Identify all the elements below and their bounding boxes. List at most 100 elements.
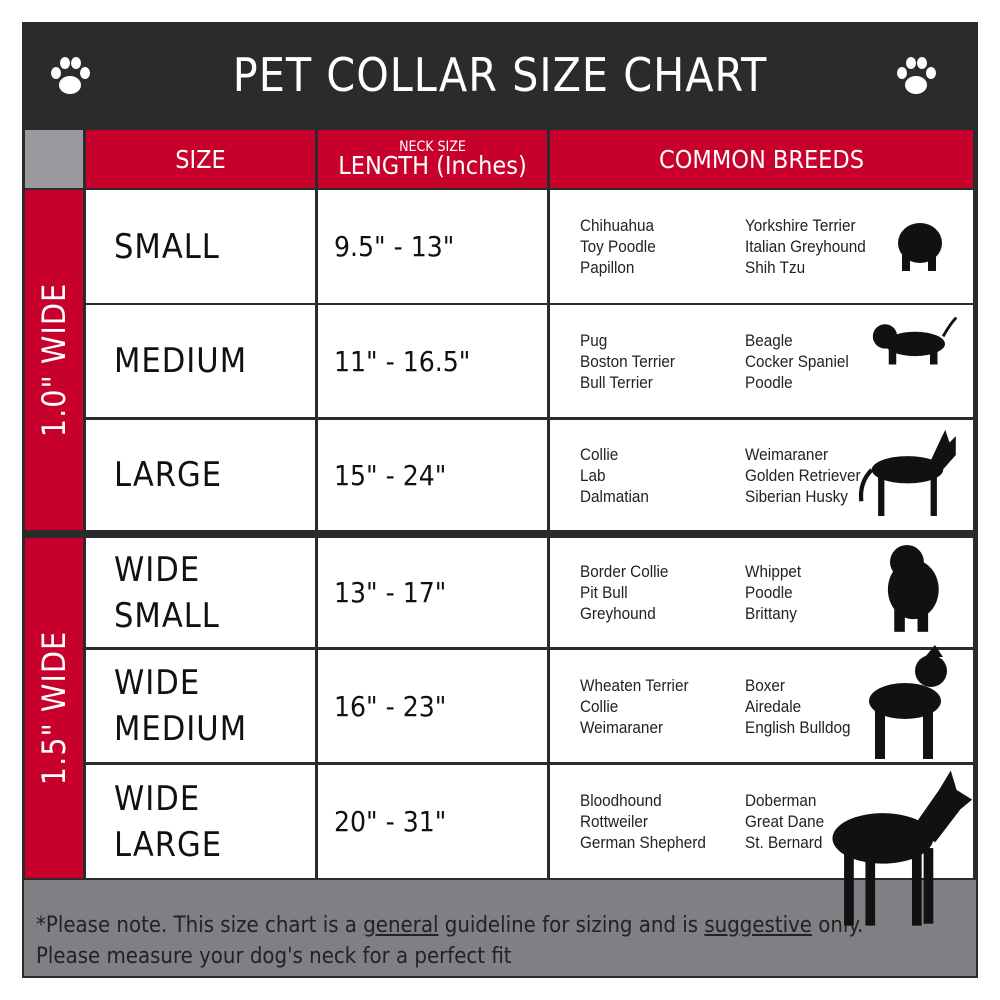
breed: Doberman <box>745 791 817 810</box>
size-name: LARGE <box>114 824 223 865</box>
breed: Papillon <box>580 258 635 277</box>
group-label-text: 1.0" WIDE <box>35 282 74 438</box>
breeds-list: Yorkshire Terrier Italian Greyhound Shih T… <box>745 215 866 278</box>
breed: Border Collie <box>580 562 669 581</box>
size-name: MEDIUM <box>114 709 248 749</box>
breed: Beagle <box>745 330 793 350</box>
breed: Rottweiler <box>580 812 649 831</box>
breed: Golden Retriever <box>745 465 861 485</box>
breeds-list: Pug Boston Terrier Bull Terrier <box>580 330 729 393</box>
length-cell: 16" - 23" <box>318 650 547 762</box>
breeds-cell: Pug Boston Terrier Bull Terrier Beagle Cocke… <box>550 305 973 417</box>
breeds-list: Whippet Poodle Brittany <box>745 561 801 624</box>
dog-silhouette-icon <box>887 545 939 632</box>
length-value: 9.5" - 13" <box>334 230 455 263</box>
breed: Weimaraner <box>745 444 829 464</box>
length-cell: 9.5" - 13" <box>318 190 547 303</box>
note-text: guideline for sizing and is <box>438 913 705 938</box>
size-name: WIDE <box>114 663 201 703</box>
group-1-label: 1.0" WIDE <box>25 190 83 530</box>
breed: Lab <box>580 465 606 485</box>
breed: St. Bernard <box>745 833 823 852</box>
size-name: LARGE <box>114 455 223 495</box>
breeds-cell: Wheaten Terrier Collie Weimaraner Boxer Aire… <box>550 650 973 762</box>
length-value: 13" - 17" <box>334 576 447 609</box>
note-line-2: Please measure your dog's neck for a per… <box>36 944 512 969</box>
note-text: only. <box>811 913 864 938</box>
dog-silhouette-icon <box>832 770 973 926</box>
size-cell: WIDE SMALL <box>86 538 315 647</box>
breed: Toy Poodle <box>580 237 656 256</box>
paw-icon <box>897 57 936 94</box>
dog-silhouette-icon <box>869 645 947 759</box>
header-length-sub: NECK SIZE <box>399 138 466 155</box>
breed: Italian Greyhound <box>745 237 866 256</box>
length-value: 16" - 23" <box>334 689 447 723</box>
breed: Poodle <box>745 372 793 392</box>
breed: Bull Terrier <box>580 372 653 392</box>
breed: English Bulldog <box>745 717 851 737</box>
paw-icon <box>51 57 90 94</box>
size-cell: WIDE LARGE <box>86 765 315 878</box>
breed: Boston Terrier <box>580 351 675 371</box>
breeds-list: Boxer Airedale English Bulldog <box>745 675 850 738</box>
group-label-text: 1.5" WIDE <box>35 630 74 786</box>
dog-silhouette-icon <box>872 316 958 365</box>
breeds-list: Beagle Cocker Spaniel Poodle <box>745 330 849 393</box>
breeds-cell: Chihuahua Toy Poodle Papillon Yorkshire Ter… <box>550 190 973 303</box>
breeds-list: Weimaraner Golden Retriever Siberian Husky <box>745 444 861 507</box>
header-size-label: SIZE <box>175 144 226 174</box>
breed: Collie <box>580 696 619 716</box>
size-name: SMALL <box>114 226 220 267</box>
length-value: 20" - 31" <box>334 805 447 838</box>
breed: Airedale <box>745 696 802 716</box>
corner-cell <box>25 130 83 188</box>
header-length: NECK SIZE LENGTH (Inches) <box>318 130 547 188</box>
size-name: WIDE <box>114 778 201 819</box>
breed: Greyhound <box>580 604 656 623</box>
breed: Cocker Spaniel <box>745 351 849 371</box>
breeds-list: Bloodhound Rottweiler German Shepherd <box>580 790 729 853</box>
length-cell: 13" - 17" <box>318 538 547 647</box>
breeds-list: Doberman Great Dane St. Bernard <box>745 790 824 853</box>
length-cell: 15" - 24" <box>318 420 547 530</box>
breeds-list: Wheaten Terrier Collie Weimaraner <box>580 675 729 738</box>
breed: Weimaraner <box>580 717 664 737</box>
breeds-list: Border Collie Pit Bull Greyhound <box>580 561 729 624</box>
header-breeds-label: COMMON BREEDS <box>659 144 864 174</box>
length-value: 11" - 16.5" <box>334 344 471 378</box>
breed: Poodle <box>745 583 793 602</box>
breed: Pit Bull <box>580 583 628 602</box>
breed: Brittany <box>745 604 797 623</box>
size-cell: MEDIUM <box>86 305 315 417</box>
header-size: SIZE <box>86 130 315 188</box>
breed: Pug <box>580 330 608 350</box>
size-name: MEDIUM <box>114 341 248 381</box>
breed: Yorkshire Terrier <box>745 216 856 235</box>
dog-silhouette-icon <box>858 429 956 516</box>
length-cell: 11" - 16.5" <box>318 305 547 417</box>
breeds-list: Chihuahua Toy Poodle Papillon <box>580 215 729 278</box>
breed: Collie <box>580 444 619 464</box>
group-2-label: 1.5" WIDE <box>25 538 83 878</box>
breed: Bloodhound <box>580 791 662 810</box>
size-cell: WIDE MEDIUM <box>86 650 315 762</box>
breed: Dalmatian <box>580 486 649 506</box>
page-title: PET COLLAR SIZE CHART <box>232 48 768 102</box>
breed: Siberian Husky <box>745 486 848 506</box>
size-name: WIDE <box>114 549 201 590</box>
breed: German Shepherd <box>580 833 706 852</box>
note-underline: general <box>363 913 439 938</box>
header-breeds: COMMON BREEDS <box>550 130 973 188</box>
size-cell: SMALL <box>86 190 315 303</box>
breed: Great Dane <box>745 812 825 831</box>
breed: Boxer <box>745 675 785 695</box>
breed: Wheaten Terrier <box>580 675 689 695</box>
note-text: *Please note. This size chart is a <box>36 913 364 938</box>
length-value: 15" - 24" <box>334 458 447 492</box>
breed: Chihuahua <box>580 216 655 235</box>
size-name: SMALL <box>114 595 220 636</box>
breeds-list: Collie Lab Dalmatian <box>580 444 729 507</box>
breed: Whippet <box>745 562 802 581</box>
note-underline: suggestive <box>704 913 812 938</box>
